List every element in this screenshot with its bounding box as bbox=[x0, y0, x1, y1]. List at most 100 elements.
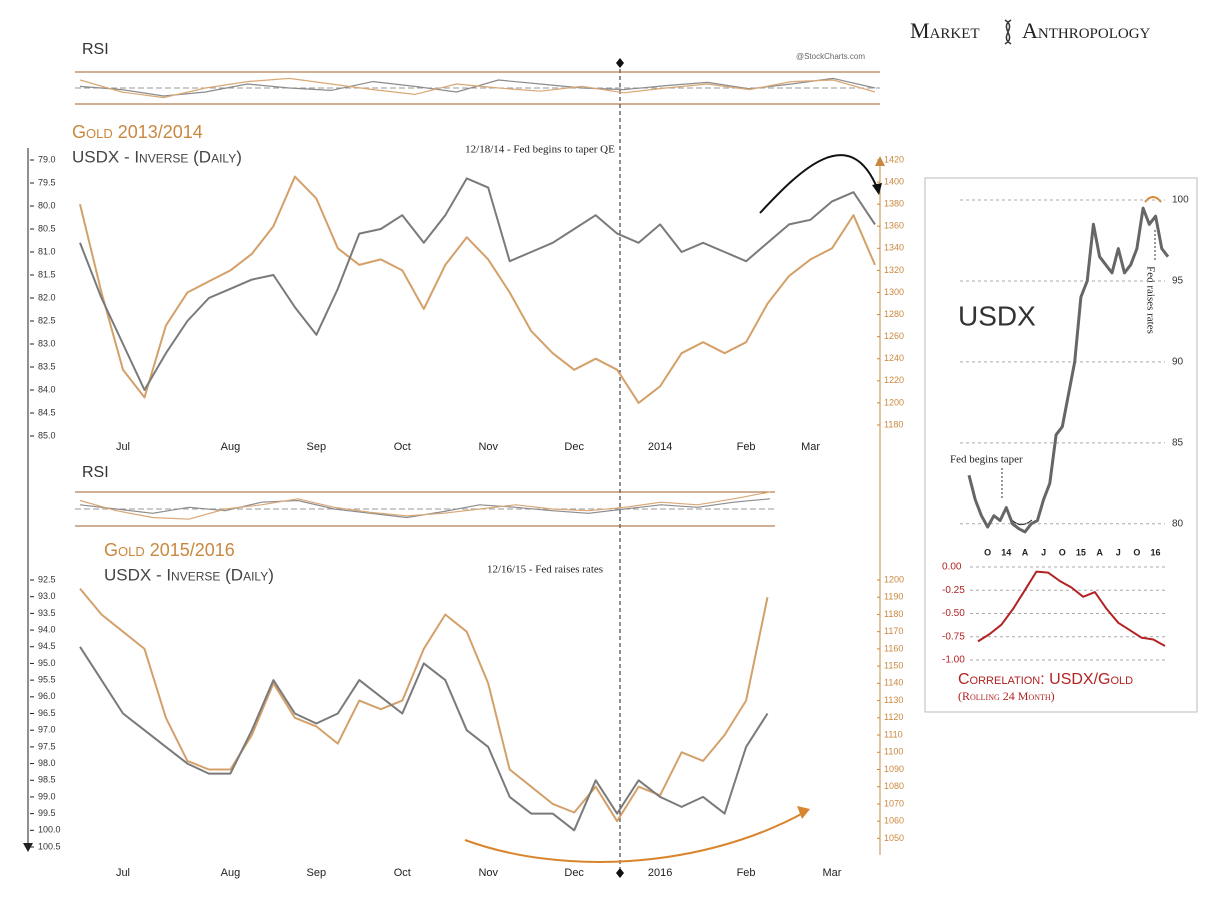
y2-tick-label: 1110 bbox=[884, 729, 903, 739]
y2-tick-label: 1120 bbox=[884, 712, 903, 722]
y2-tick-label: 1180 bbox=[884, 609, 903, 619]
legend-entry: Gold 2013/2014 bbox=[72, 122, 203, 142]
y2-tick-label: 1150 bbox=[884, 661, 903, 671]
x-tick-label: Feb bbox=[737, 867, 756, 879]
y2-tick-label: 1050 bbox=[884, 833, 904, 843]
x-tick-label: 2016 bbox=[648, 867, 672, 879]
x-tick-label: O bbox=[1133, 547, 1140, 557]
source: @StockCharts.com bbox=[796, 52, 865, 61]
y2-tick-label: 1300 bbox=[884, 287, 904, 297]
series-line bbox=[79, 491, 771, 520]
annotation: Fed begins taper bbox=[950, 454, 1023, 466]
y-tick-label: 84.0 bbox=[38, 384, 56, 394]
y2-tick-label: 1360 bbox=[884, 221, 904, 231]
y-tick-label: 92.5 bbox=[38, 574, 56, 584]
y-tick-label: -0.75 bbox=[942, 631, 965, 642]
y2-tick-label: 1380 bbox=[884, 199, 904, 209]
x-tick-label: Aug bbox=[221, 867, 241, 879]
x-tick-label: Oct bbox=[394, 441, 411, 453]
y-tick-label: 100.0 bbox=[38, 825, 61, 835]
y-tick-label: 98.5 bbox=[38, 775, 56, 785]
x-tick-label: 14 bbox=[1001, 547, 1011, 557]
x-tick-label: Sep bbox=[307, 867, 327, 879]
y-tick-label: 81.5 bbox=[38, 269, 56, 279]
x-tick-label: Aug bbox=[221, 441, 241, 453]
arrow-head bbox=[797, 806, 810, 819]
y-tick-label: 97.5 bbox=[38, 741, 56, 751]
y-tick-label: -0.50 bbox=[942, 608, 965, 619]
y-tick-label: 93.0 bbox=[38, 591, 56, 601]
y-tick-label: 85.0 bbox=[38, 430, 56, 440]
x-tick-label: Mar bbox=[823, 867, 842, 879]
y2-tick-label: 1060 bbox=[884, 816, 904, 826]
chart-title: RSI bbox=[82, 41, 109, 58]
y-tick-label: 83.5 bbox=[38, 361, 56, 371]
series-line bbox=[79, 646, 769, 832]
dna-icon bbox=[1004, 19, 1012, 45]
y2-tick-label: 1200 bbox=[884, 574, 904, 584]
series-line bbox=[977, 570, 1166, 647]
y2-tick-label: 1240 bbox=[884, 353, 904, 363]
y2-tick-label: 1200 bbox=[884, 397, 904, 407]
y2-tick-label: 1220 bbox=[884, 375, 904, 385]
y2-tick-label: 1400 bbox=[884, 176, 904, 186]
y-tick-label: 80.5 bbox=[38, 223, 56, 233]
x-tick-label: Mar bbox=[801, 441, 820, 453]
y-tick-label: 95.0 bbox=[38, 658, 56, 668]
x-tick-label: Jul bbox=[116, 441, 130, 453]
x-tick-label: Dec bbox=[564, 867, 584, 879]
annotation: 12/16/15 - Fed raises rates bbox=[487, 564, 603, 576]
y-tick-label: 82.0 bbox=[38, 292, 56, 302]
y-tick-label: 80.0 bbox=[38, 200, 56, 210]
y-tick-label: 94.5 bbox=[38, 641, 56, 651]
axis-arrow bbox=[23, 843, 33, 852]
y2-tick-label: 1420 bbox=[884, 154, 904, 164]
x-tick-label: J bbox=[1041, 547, 1046, 557]
x-tick-label: A bbox=[1096, 547, 1103, 557]
legend-entry: USDX - Inverse (Daily) bbox=[72, 147, 242, 166]
y2-tick-label: 1340 bbox=[884, 243, 904, 253]
annotation: Fed raises rates bbox=[1144, 266, 1156, 334]
top-arc bbox=[1144, 196, 1162, 203]
y-tick-label: 85 bbox=[1172, 437, 1184, 448]
x-tick-label: Sep bbox=[307, 441, 327, 453]
x-tick-label: Oct bbox=[394, 867, 411, 879]
y2-tick-label: 1190 bbox=[884, 592, 903, 602]
y2-tick-label: 1080 bbox=[884, 781, 904, 791]
y2-tick-label: 1090 bbox=[884, 764, 904, 774]
chart-title: Correlation: USDX/Gold bbox=[958, 671, 1133, 688]
axis-arrow bbox=[875, 156, 885, 166]
y-tick-label: 99.5 bbox=[38, 808, 56, 818]
y-tick-label: 84.5 bbox=[38, 407, 56, 417]
x-tick-label: A bbox=[1022, 547, 1029, 557]
y2-tick-label: 1170 bbox=[884, 626, 903, 636]
x-tick-label: Nov bbox=[478, 867, 498, 879]
y-tick-label: 96.5 bbox=[38, 708, 56, 718]
series-line bbox=[79, 175, 876, 404]
chart-subtitle: (Rolling 24 Month) bbox=[958, 689, 1055, 703]
x-tick-label: Jul bbox=[116, 867, 130, 879]
y2-tick-label: 1180 bbox=[884, 419, 903, 429]
x-tick-label: Dec bbox=[564, 441, 584, 453]
y-tick-label: 99.0 bbox=[38, 791, 56, 801]
curve-arrow bbox=[464, 811, 806, 863]
y-tick-label: -1.00 bbox=[942, 655, 965, 666]
series-line bbox=[79, 177, 876, 391]
y-tick-label: 80 bbox=[1172, 518, 1184, 529]
y-tick-label: 95.5 bbox=[38, 675, 56, 685]
y2-tick-label: 1100 bbox=[884, 747, 903, 757]
legend-entry: USDX - Inverse (Daily) bbox=[104, 565, 274, 584]
y2-tick-label: 1320 bbox=[884, 265, 904, 275]
y-tick-label: 93.5 bbox=[38, 608, 56, 618]
y-tick-label: 90 bbox=[1172, 357, 1184, 368]
y-tick-label: 98.0 bbox=[38, 758, 56, 768]
y-tick-label: 96.0 bbox=[38, 691, 56, 701]
arrow-head bbox=[872, 183, 882, 195]
series-line bbox=[967, 206, 1170, 534]
x-tick-label: Feb bbox=[737, 441, 756, 453]
legend-entry: Gold 2015/2016 bbox=[104, 540, 235, 560]
y-tick-label: 97.0 bbox=[38, 725, 56, 735]
x-tick-label: 2014 bbox=[648, 441, 672, 453]
brand-right: Anthropology bbox=[1022, 18, 1151, 43]
curve-arrow bbox=[759, 154, 879, 214]
